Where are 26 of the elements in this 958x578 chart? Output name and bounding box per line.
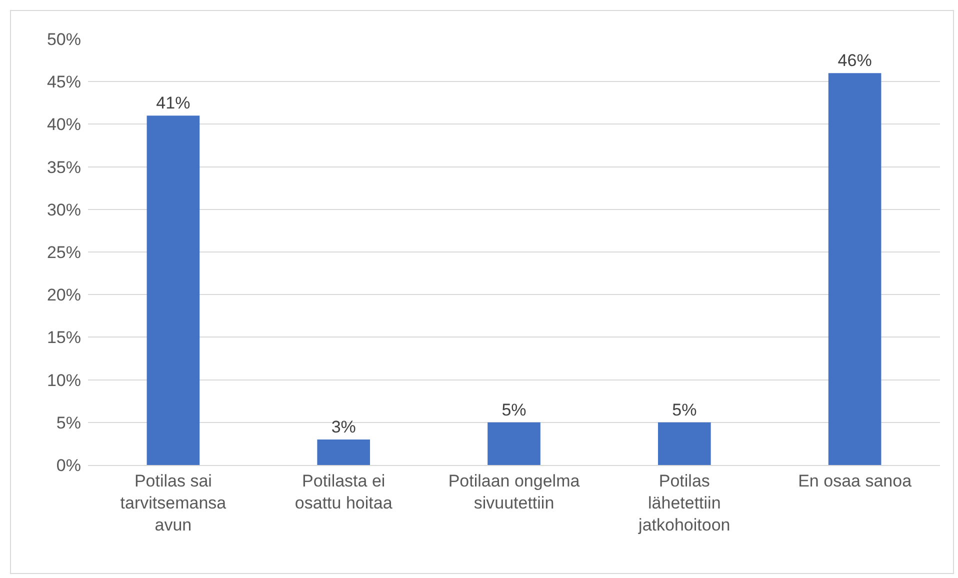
data-label: 41% [156, 94, 190, 113]
y-tick-label: 10% [46, 370, 81, 390]
y-tick-label: 20% [46, 286, 81, 305]
data-label: 46% [838, 51, 872, 70]
y-tick-label: 0% [56, 456, 81, 475]
bar [317, 439, 370, 465]
y-tick-label: 30% [46, 200, 81, 220]
x-tick-label: Potilas lähetettiin jatkohoitoon [638, 471, 730, 535]
y-tick-label: 45% [46, 72, 81, 92]
bar [488, 422, 540, 465]
y-tick-label: 40% [46, 115, 81, 134]
y-tick-label: 15% [46, 328, 81, 348]
x-tick-label: Potilasta ei osattu hoitaa [294, 471, 393, 512]
y-tick-label: 25% [46, 242, 81, 262]
bar [658, 422, 711, 465]
y-tick-label: 5% [56, 413, 81, 432]
bar [146, 116, 200, 465]
data-label: 5% [502, 400, 526, 420]
data-label: 5% [672, 400, 697, 420]
x-tick-label: Potilaan ongelma sivuutettiin [448, 471, 580, 512]
data-label: 3% [331, 417, 356, 436]
bar [828, 73, 882, 465]
x-tick-label: En osaa sanoa [798, 471, 912, 490]
y-tick-label: 35% [46, 158, 81, 177]
y-tick-label: 50% [46, 30, 81, 49]
x-tick-label: Potilas sai tarvitsemansa avun [120, 471, 227, 535]
